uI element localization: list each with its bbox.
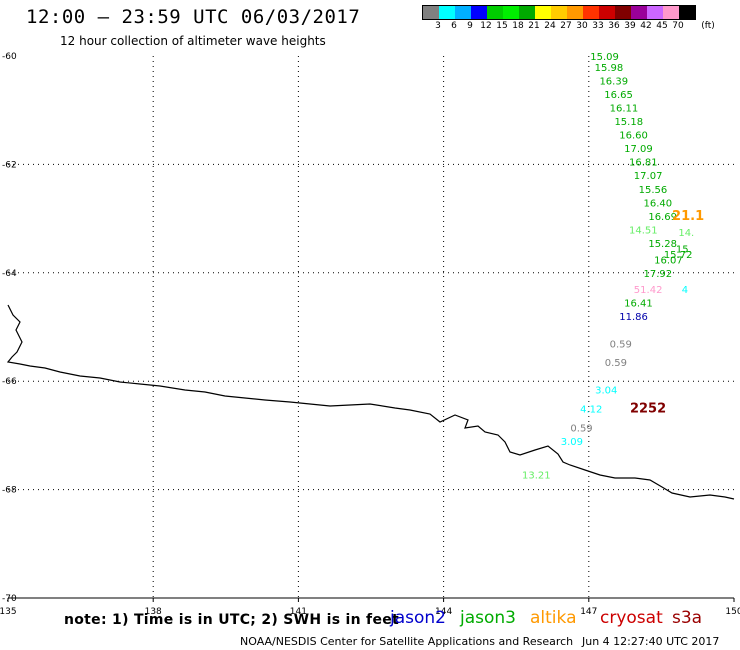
lat-tick-label: -60: [2, 52, 17, 62]
legend-label: 18: [512, 21, 524, 31]
legend-label: 30: [576, 21, 588, 31]
wave-height-label: 16.81: [629, 158, 658, 169]
lat-tick-label: -64: [2, 269, 17, 279]
wave-height-label: 15.98: [595, 63, 624, 74]
legend-label: (ft): [701, 21, 715, 31]
wave-height-label: 21.1: [672, 209, 704, 224]
wave-height-label: 17.09: [624, 144, 653, 155]
lon-tick-label: 141: [290, 607, 307, 617]
wave-height-label: 15.18: [614, 117, 643, 128]
satellite-label-jason3: jason3: [460, 608, 516, 628]
legend-swatch: [567, 6, 583, 19]
map-grid: 135 138 141 144 147 150 -60 -62 -64 -66 -68 -70: [0, 52, 740, 617]
wave-height-label: 51.42: [634, 285, 663, 296]
legend-label: 9: [467, 21, 473, 31]
legend-label: 15: [496, 21, 508, 31]
wave-height-label: 13.21: [522, 470, 551, 481]
legend-label: 3: [435, 21, 441, 31]
legend-swatch: [455, 6, 471, 19]
wave-height-label: 16.11: [610, 103, 639, 114]
wave-height-label: 14.: [678, 228, 694, 239]
wave-height-label: 4: [682, 285, 688, 296]
legend-label: 27: [560, 21, 572, 31]
wave-height-label: 14.51: [629, 225, 658, 236]
wave-height-label: 2252: [630, 401, 666, 416]
legend-swatch: [599, 6, 615, 19]
legend-label: 12: [480, 21, 492, 31]
wave-height-label: 16.60: [619, 131, 648, 142]
wave-height-label: 3.04: [595, 385, 617, 396]
lat-tick-label: -62: [2, 160, 17, 170]
coastline: [6, 304, 735, 500]
lon-tick-label: 138: [145, 607, 162, 617]
wave-height-label: 15.: [676, 244, 692, 255]
lon-tick-label: 147: [580, 607, 597, 617]
page-subtitle: 12 hour collection of altimeter wave hei…: [60, 34, 326, 48]
legend-swatch: [647, 6, 663, 19]
legend-swatch: [663, 6, 679, 19]
wave-height-label: 11.86: [619, 312, 648, 323]
wave-height-label: 16.07: [654, 255, 683, 266]
wave-height-label: 4.12: [580, 404, 602, 415]
satellite-label-cryosat: cryosat: [600, 608, 663, 628]
generated-timestamp: Jun 4 12:27:40 UTC 2017: [582, 635, 720, 648]
legend-swatch: [487, 6, 503, 19]
satellite-label-altika: altika: [530, 608, 577, 628]
legend-swatch: [471, 6, 487, 19]
satellite-label-jason2: jason2: [390, 608, 446, 628]
wave-height-label: 17.07: [634, 171, 663, 182]
wave-height-label: 15.28: [648, 239, 677, 250]
wave-height-label: 16.39: [599, 76, 628, 87]
legend-color-bar: [422, 5, 696, 20]
legend-swatch: [535, 6, 551, 19]
wave-height-label: 3.09: [561, 437, 583, 448]
legend-swatch: [583, 6, 599, 19]
lon-tick-label: 150: [725, 607, 740, 617]
lon-tick-label: 144: [435, 607, 452, 617]
legend-label: 24: [544, 21, 556, 31]
page-title: 12:00 – 23:59 UTC 06/03/2017: [26, 6, 361, 28]
wave-height-label: 17.92: [643, 269, 672, 280]
legend-swatch: [503, 6, 519, 19]
wave-height-label: 16.40: [643, 198, 672, 209]
wave-height-label: 16.41: [624, 299, 653, 310]
legend-label: 42: [640, 21, 652, 31]
legend-label: 45: [656, 21, 668, 31]
legend-swatch: [679, 6, 695, 19]
legend-label: 21: [528, 21, 540, 31]
satellite-label-s3a: s3a: [672, 608, 703, 628]
legend-swatch: [439, 6, 455, 19]
lat-tick-label: -66: [2, 377, 17, 387]
wave-height-label: 15.56: [639, 185, 668, 196]
legend-label: 6: [451, 21, 457, 31]
legend-swatch: [423, 6, 439, 19]
legend-swatch: [631, 6, 647, 19]
legend-swatch: [615, 6, 631, 19]
wave-height-label: 15.09: [590, 52, 619, 63]
wave-height-label: 16.69: [648, 212, 677, 223]
lon-tick-label: 135: [0, 607, 17, 617]
wave-height-label: 0.59: [605, 358, 627, 369]
legend-label: 39: [624, 21, 636, 31]
wave-height-label: 0.59: [570, 423, 592, 434]
wave-height-label: 16.65: [604, 90, 633, 101]
credit-text: NOAA/NESDIS Center for Satellite Applica…: [240, 635, 574, 648]
lat-tick-label: -70: [2, 594, 17, 604]
legend-swatch: [519, 6, 535, 19]
legend-swatch: [551, 6, 567, 19]
wave-height-label: 0.59: [610, 339, 632, 350]
legend-label: 36: [608, 21, 620, 31]
footer-note: note: 1) Time is in UTC; 2) SWH is in fe…: [64, 612, 400, 628]
legend-label: 70: [672, 21, 684, 31]
lat-tick-label: -68: [2, 486, 17, 496]
legend-label: 33: [592, 21, 604, 31]
wave-height-label: 15.72: [664, 250, 693, 261]
